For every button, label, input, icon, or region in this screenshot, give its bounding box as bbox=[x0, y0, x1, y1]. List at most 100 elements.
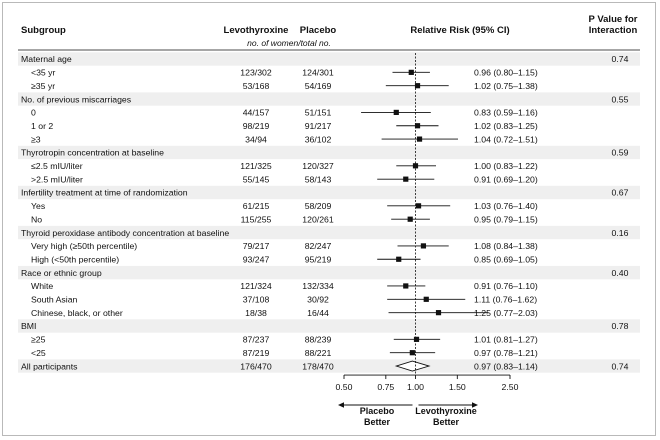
row-band bbox=[18, 145, 640, 160]
placebo-better-line2: Better bbox=[364, 417, 391, 427]
placebo-count: 51/151 bbox=[305, 108, 332, 118]
subgroup-label: ≥25 bbox=[31, 335, 46, 345]
p-value: 0.78 bbox=[612, 321, 629, 331]
header-subgroup: Subgroup bbox=[21, 25, 66, 36]
point-estimate bbox=[414, 123, 421, 129]
header-pvalue-line1: P Value for bbox=[589, 14, 638, 25]
point-estimate bbox=[415, 203, 422, 209]
point-estimate bbox=[393, 109, 399, 115]
placebo-count: 88/239 bbox=[305, 335, 332, 345]
levothyroxine-count: 93/247 bbox=[243, 254, 270, 264]
subgroup-label: <35 yr bbox=[31, 68, 55, 78]
axis-tick-label: 2.50 bbox=[502, 382, 519, 392]
header-placebo: Placebo bbox=[300, 25, 337, 36]
table-rows: Maternal age 0.74 <35 yr 123/302 124/301 0.96… bbox=[21, 54, 629, 372]
levothyroxine-count: 87/237 bbox=[243, 335, 270, 345]
row-band bbox=[18, 52, 640, 66]
relative-risk-text: 1.01 (0.81–1.27) bbox=[474, 335, 538, 345]
relative-risk-text: 1.03 (0.76–1.40) bbox=[474, 201, 538, 211]
levothyroxine-count: 37/108 bbox=[243, 295, 270, 305]
relative-risk-text: 0.97 (0.78–1.21) bbox=[474, 348, 538, 358]
levothyroxine-count: 61/215 bbox=[243, 201, 270, 211]
relative-risk-text: 0.91 (0.69–1.20) bbox=[474, 174, 538, 184]
placebo-better-line1: Placebo bbox=[360, 406, 395, 416]
levothyroxine-count: 98/219 bbox=[243, 121, 270, 131]
subgroup-label: Yes bbox=[31, 201, 46, 211]
overall-label: All participants bbox=[21, 361, 78, 371]
subgroup-label: <25 bbox=[31, 348, 46, 358]
axis-tick-label: 0.75 bbox=[377, 382, 394, 392]
placebo-count: 88/221 bbox=[305, 348, 332, 358]
group-label: Maternal age bbox=[21, 54, 72, 64]
point-estimate bbox=[416, 136, 423, 142]
row-band bbox=[18, 92, 640, 106]
p-value: 0.74 bbox=[612, 54, 629, 64]
subgroup-label: No bbox=[31, 214, 42, 224]
placebo-count: 124/301 bbox=[302, 68, 334, 78]
subgroup-label: 1 or 2 bbox=[31, 121, 53, 131]
p-value: 0.67 bbox=[612, 188, 629, 198]
levothyroxine-count: 18/38 bbox=[245, 308, 267, 318]
point-estimate bbox=[403, 176, 409, 182]
point-estimate bbox=[420, 243, 427, 249]
subgroup-label: 0 bbox=[31, 108, 36, 118]
placebo-count: 58/209 bbox=[305, 201, 332, 211]
placebo-count: 120/327 bbox=[302, 161, 334, 171]
levothyroxine-count: 34/94 bbox=[245, 134, 267, 144]
p-value: 0.40 bbox=[612, 268, 629, 278]
group-label: Race or ethnic group bbox=[21, 268, 102, 278]
axis-tick-label: 1.00 bbox=[407, 382, 424, 392]
placebo-count: 30/92 bbox=[307, 295, 329, 305]
p-value: 0.74 bbox=[612, 361, 629, 371]
placebo-count: 36/102 bbox=[305, 134, 332, 144]
levothyroxine-count: 121/324 bbox=[240, 281, 272, 291]
relative-risk-text: 1.25 (0.77–2.03) bbox=[474, 308, 538, 318]
relative-risk-text: 0.97 (0.83–1.14) bbox=[474, 361, 538, 371]
header-unit: no. of women/total no. bbox=[247, 38, 331, 48]
levothyroxine-better-line2: Better bbox=[433, 417, 460, 427]
point-estimate bbox=[413, 336, 420, 342]
point-estimate bbox=[408, 69, 414, 75]
overall-diamond bbox=[394, 360, 431, 372]
x-axis: 0.50 0.75 1.00 1.50 2.50 bbox=[336, 53, 519, 408]
levothyroxine-count: 115/255 bbox=[241, 214, 272, 224]
point-estimate bbox=[414, 83, 421, 89]
relative-risk-text: 0.96 (0.80–1.15) bbox=[474, 68, 538, 78]
subgroup-label: Very high (≥50th percentile) bbox=[31, 241, 137, 251]
levothyroxine-count: 55/145 bbox=[243, 174, 270, 184]
p-value: 0.16 bbox=[612, 228, 629, 238]
row-band bbox=[18, 185, 640, 200]
levothyroxine-count: 79/217 bbox=[243, 241, 270, 251]
levothyroxine-better-line1: Levothyroxine bbox=[415, 406, 477, 416]
placebo-better-arrowhead bbox=[338, 402, 344, 408]
levothyroxine-count: 123/302 bbox=[240, 68, 272, 78]
group-label: No. of previous miscarriages bbox=[21, 94, 132, 104]
relative-risk-text: 1.08 (0.84–1.38) bbox=[474, 241, 538, 251]
placebo-count: 16/44 bbox=[307, 308, 329, 318]
header-pvalue-line2: Interaction bbox=[589, 25, 638, 36]
placebo-count: 91/217 bbox=[305, 121, 332, 131]
row-band bbox=[18, 265, 640, 280]
group-label: Thyrotropin concentration at baseline bbox=[21, 148, 164, 158]
levothyroxine-better-arrowhead bbox=[472, 402, 478, 408]
subgroup-label: White bbox=[31, 281, 53, 291]
placebo-count: 58/143 bbox=[305, 174, 332, 184]
p-value: 0.59 bbox=[612, 148, 629, 158]
row-band bbox=[18, 319, 640, 333]
relative-risk-text: 1.02 (0.75–1.38) bbox=[474, 81, 538, 91]
relative-risk-text: 1.00 (0.83–1.22) bbox=[474, 161, 538, 171]
levothyroxine-count: 176/470 bbox=[240, 361, 272, 371]
levothyroxine-count: 44/157 bbox=[243, 108, 270, 118]
subgroup-label: High (<50th percentile) bbox=[31, 254, 119, 264]
p-value: 0.55 bbox=[612, 94, 629, 104]
header-levothyroxine: Levothyroxine bbox=[224, 25, 289, 36]
row-bands bbox=[18, 52, 640, 373]
axis-tick-label: 1.50 bbox=[449, 382, 466, 392]
point-estimate bbox=[409, 350, 415, 356]
subgroup-label: ≥35 yr bbox=[31, 81, 55, 91]
relative-risk-text: 0.85 (0.69–1.05) bbox=[474, 254, 538, 264]
point-estimate bbox=[396, 256, 402, 262]
relative-risk-text: 1.11 (0.76–1.62) bbox=[474, 295, 537, 305]
subgroup-label: ≤2.5 mIU/liter bbox=[31, 161, 83, 171]
relative-risk-text: 1.02 (0.83–1.25) bbox=[474, 121, 538, 131]
